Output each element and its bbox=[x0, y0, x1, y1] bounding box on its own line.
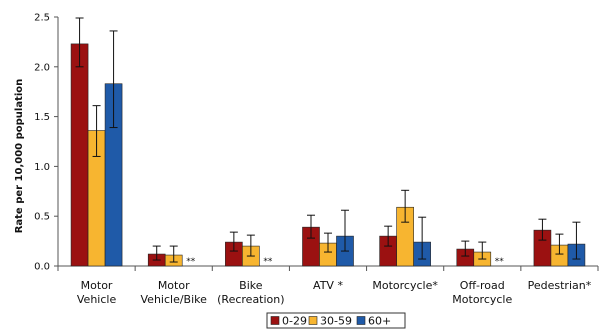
legend-label: 0-29 bbox=[282, 315, 307, 328]
category-label: Motor bbox=[81, 279, 113, 292]
category-label: Motor bbox=[158, 279, 190, 292]
y-tick-label: 2.0 bbox=[34, 62, 50, 73]
category-label: Motorcycle bbox=[452, 293, 512, 306]
category-label: Motorcycle* bbox=[372, 279, 438, 292]
y-tick-label: 1.5 bbox=[34, 112, 50, 123]
y-tick-label: 0.0 bbox=[34, 262, 50, 273]
bar bbox=[70, 43, 89, 267]
legend-box bbox=[266, 312, 406, 329]
legend-swatch bbox=[308, 316, 318, 325]
missing-marker: ** bbox=[495, 257, 505, 267]
category-labels: MotorVehicleMotorVehicle/BikeBike(Recrea… bbox=[77, 279, 592, 306]
category-label: Off-road bbox=[460, 279, 505, 292]
category-label: Pedestrian* bbox=[528, 279, 592, 292]
legend: 0-29 30-59 60+ bbox=[266, 312, 406, 329]
y-axis-label: Rate per 10,000 population bbox=[14, 79, 25, 234]
legend-label: 30-59 bbox=[320, 315, 352, 328]
missing-marker: ** bbox=[186, 257, 196, 267]
error-bars bbox=[75, 17, 581, 263]
category-label: Vehicle/Bike bbox=[141, 293, 208, 306]
category-label: Vehicle bbox=[77, 293, 117, 306]
legend-swatch bbox=[270, 316, 280, 325]
missing-marker: ** bbox=[263, 257, 273, 267]
legend-swatch bbox=[356, 316, 366, 325]
category-label: ATV * bbox=[313, 279, 343, 292]
y-tick-label: 0.5 bbox=[34, 212, 50, 223]
category-label: (Recreation) bbox=[217, 293, 284, 306]
y-tick-label: 2.5 bbox=[34, 13, 50, 24]
category-label: Bike bbox=[239, 279, 263, 292]
legend-label: 60+ bbox=[368, 315, 391, 328]
y-tick-label: 1.0 bbox=[34, 162, 50, 173]
